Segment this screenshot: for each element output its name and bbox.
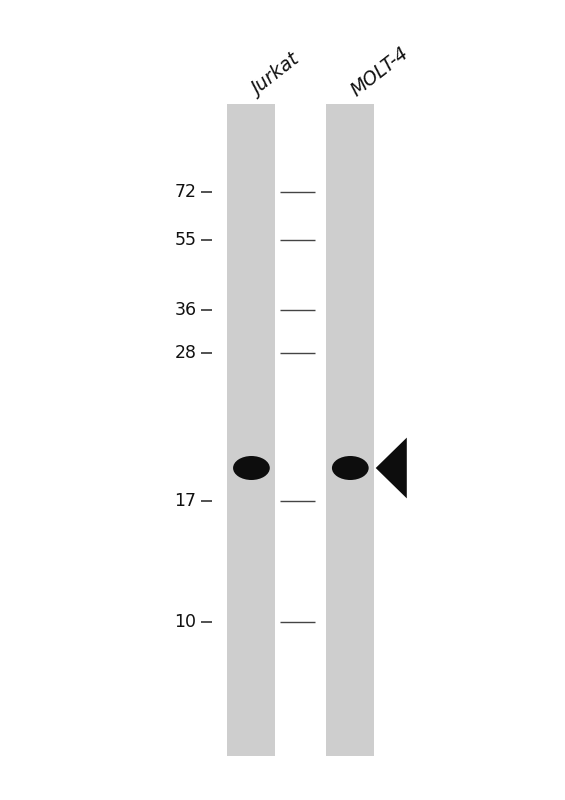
Bar: [327, 104, 374, 756]
Text: 17: 17: [175, 492, 197, 510]
Text: 10: 10: [175, 614, 197, 631]
Text: 72: 72: [175, 183, 197, 201]
Bar: [227, 104, 276, 756]
Ellipse shape: [233, 456, 270, 480]
Text: Jurkat: Jurkat: [249, 51, 303, 100]
Polygon shape: [376, 438, 407, 498]
Text: 36: 36: [175, 301, 197, 318]
Text: MOLT-4: MOLT-4: [347, 43, 412, 100]
Ellipse shape: [332, 456, 369, 480]
Text: 55: 55: [175, 231, 197, 249]
Text: 28: 28: [175, 344, 197, 362]
